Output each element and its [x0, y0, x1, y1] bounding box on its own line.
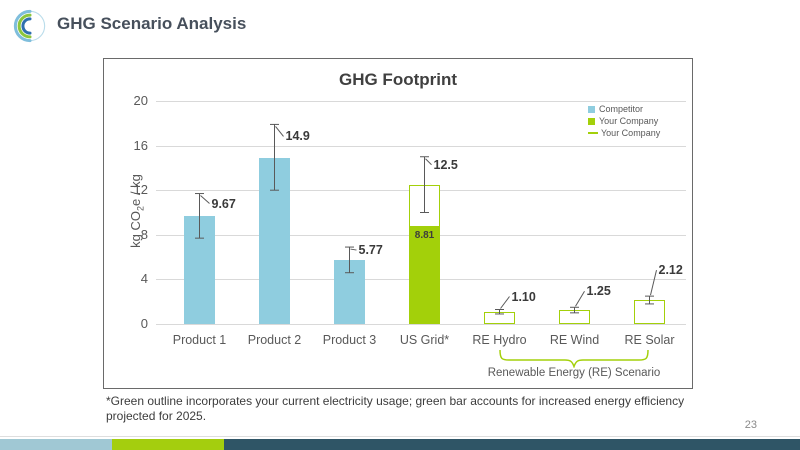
legend-label: Competitor	[599, 104, 644, 114]
x-tick-label-6: RE Wind	[549, 333, 600, 347]
chart-title: GHG Footprint	[338, 70, 458, 89]
footnote: *Green outline incorporates your current…	[106, 394, 685, 423]
legend-label: Your Company	[599, 116, 659, 126]
x-tick-label-7: RE Solar	[624, 333, 675, 347]
your-company-line-icon	[588, 132, 598, 134]
bar-fill	[409, 225, 440, 324]
re-scenario-label: Renewable Energy (RE) Scenario	[487, 367, 661, 379]
page-number: 23	[744, 419, 757, 431]
x-tick-label-1: Product 1	[172, 333, 227, 347]
footer-divider	[0, 436, 800, 437]
plot-area: 0 4 8 12 16 20 Product 1 Product 2 Product 3 8.81…	[134, 93, 689, 347]
gridline-0	[156, 324, 686, 325]
slide-title: GHG Scenario Analysis	[57, 14, 247, 33]
y-tick-label-12: 12	[133, 182, 148, 198]
legend-item-competitor: Competitor	[588, 103, 660, 115]
legend-item-your-company-bar: Your Company	[588, 115, 660, 127]
gridline-20	[156, 101, 686, 102]
error-bars-overlay	[195, 123, 657, 315]
re-scenario-bracket-icon	[499, 350, 649, 368]
data-label-1.25: 1.25	[586, 284, 611, 299]
data-label-2.12: 2.12	[658, 263, 683, 278]
y-tick-label-16: 16	[133, 137, 148, 153]
chart-legend: Competitor Your Company Your Company	[588, 103, 660, 139]
y-tick-label-20: 20	[133, 93, 148, 108]
data-label-9.67: 9.67	[211, 196, 236, 211]
footer-segment-green	[112, 439, 224, 450]
data-label-1.10: 1.10	[511, 289, 536, 304]
x-tick-label-4: US Grid*	[399, 333, 450, 347]
x-tick-label-3: Product 3	[322, 333, 377, 347]
data-label-5.77: 5.77	[358, 243, 383, 258]
legend-label: Your Company	[601, 128, 661, 138]
data-label-12.5: 12.5	[433, 157, 458, 172]
y-tick-label-0: 0	[140, 316, 148, 331]
your-company-swatch-icon	[588, 117, 595, 125]
y-tick-label-8: 8	[140, 226, 148, 242]
footer-segment-dark	[224, 439, 800, 450]
x-tick-label-5: RE Hydro	[472, 333, 527, 347]
y-tick-label-4: 4	[140, 271, 148, 287]
x-tick-label-2: Product 2	[247, 333, 302, 347]
bar-fill-value-label: 8.81	[414, 229, 435, 241]
company-logo-icon	[13, 9, 46, 43]
footer-accent-bar	[0, 439, 800, 450]
gridline-16	[156, 145, 686, 147]
data-label-14.9: 14.9	[285, 129, 310, 144]
chart-container: GHG Footprint kg CO2e / kg 0 4 8 12 16 20 Prod…	[103, 58, 693, 389]
competitor-swatch-icon	[588, 105, 595, 113]
footer-segment-blue	[0, 439, 112, 450]
y-axis-title: kg CO2e / kg	[128, 174, 146, 248]
legend-item-your-company-outline: Your Company	[588, 127, 660, 139]
